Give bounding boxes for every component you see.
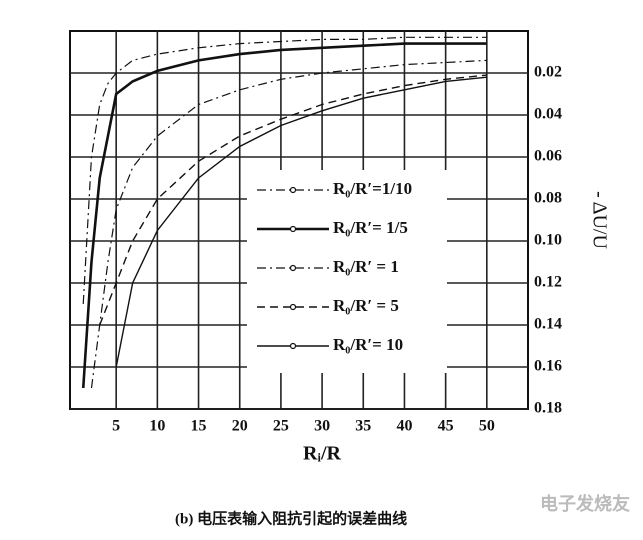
- caption: (b) 电压表输入阻抗引起的误差曲线: [175, 509, 407, 527]
- x-tick-label: 40: [396, 418, 412, 435]
- y-tick-label: 0.14: [534, 316, 562, 333]
- y-tick-label: 0.08: [534, 190, 562, 207]
- series-line: [115, 76, 487, 368]
- y-tick-label: 0.06: [534, 148, 562, 165]
- x-tick-label: 15: [191, 418, 207, 435]
- x-tick-label: 45: [438, 418, 454, 435]
- y-tick-label: 0.10: [534, 232, 562, 249]
- y-tick-label: 0.04: [534, 106, 562, 123]
- x-tick-label: 30: [314, 418, 330, 435]
- legend-label: R₀/R′= 1/5: [333, 218, 408, 237]
- y-tick-label: 0.02: [534, 64, 562, 81]
- x-tick-label: 20: [232, 418, 248, 435]
- y-tick-label: 0.12: [534, 274, 562, 291]
- watermark: 电子发烧友: [540, 493, 630, 515]
- legend-marker: [289, 303, 297, 311]
- legend-marker: [289, 225, 297, 233]
- x-tick-label: 25: [273, 418, 289, 435]
- series-line: [90, 59, 487, 389]
- y-axis-label: - ΔU/U: [588, 191, 610, 249]
- legend-marker: [289, 186, 297, 194]
- y-tick-label: 0.16: [534, 358, 562, 375]
- legend-box: [247, 170, 447, 373]
- x-tick-label: 5: [112, 418, 120, 435]
- y-tick-label: 0.18: [534, 400, 562, 417]
- legend-label: R₀/R′ = 5: [333, 296, 399, 315]
- series-line: [82, 36, 487, 305]
- series-line: [81, 42, 487, 389]
- legend-marker: [289, 342, 297, 350]
- legend-marker: [289, 264, 297, 272]
- series-line: [99, 74, 487, 326]
- legend-label: R₀/R′= 10: [333, 335, 403, 354]
- legend-label: R₀/R′=1/10: [333, 179, 412, 198]
- x-axis-label: Rᵢ/R: [303, 443, 342, 465]
- x-tick-label: 50: [479, 418, 495, 435]
- legend-label: R₀/R′ = 1: [333, 257, 399, 276]
- x-tick-label: 10: [149, 418, 165, 435]
- x-tick-label: 35: [355, 418, 371, 435]
